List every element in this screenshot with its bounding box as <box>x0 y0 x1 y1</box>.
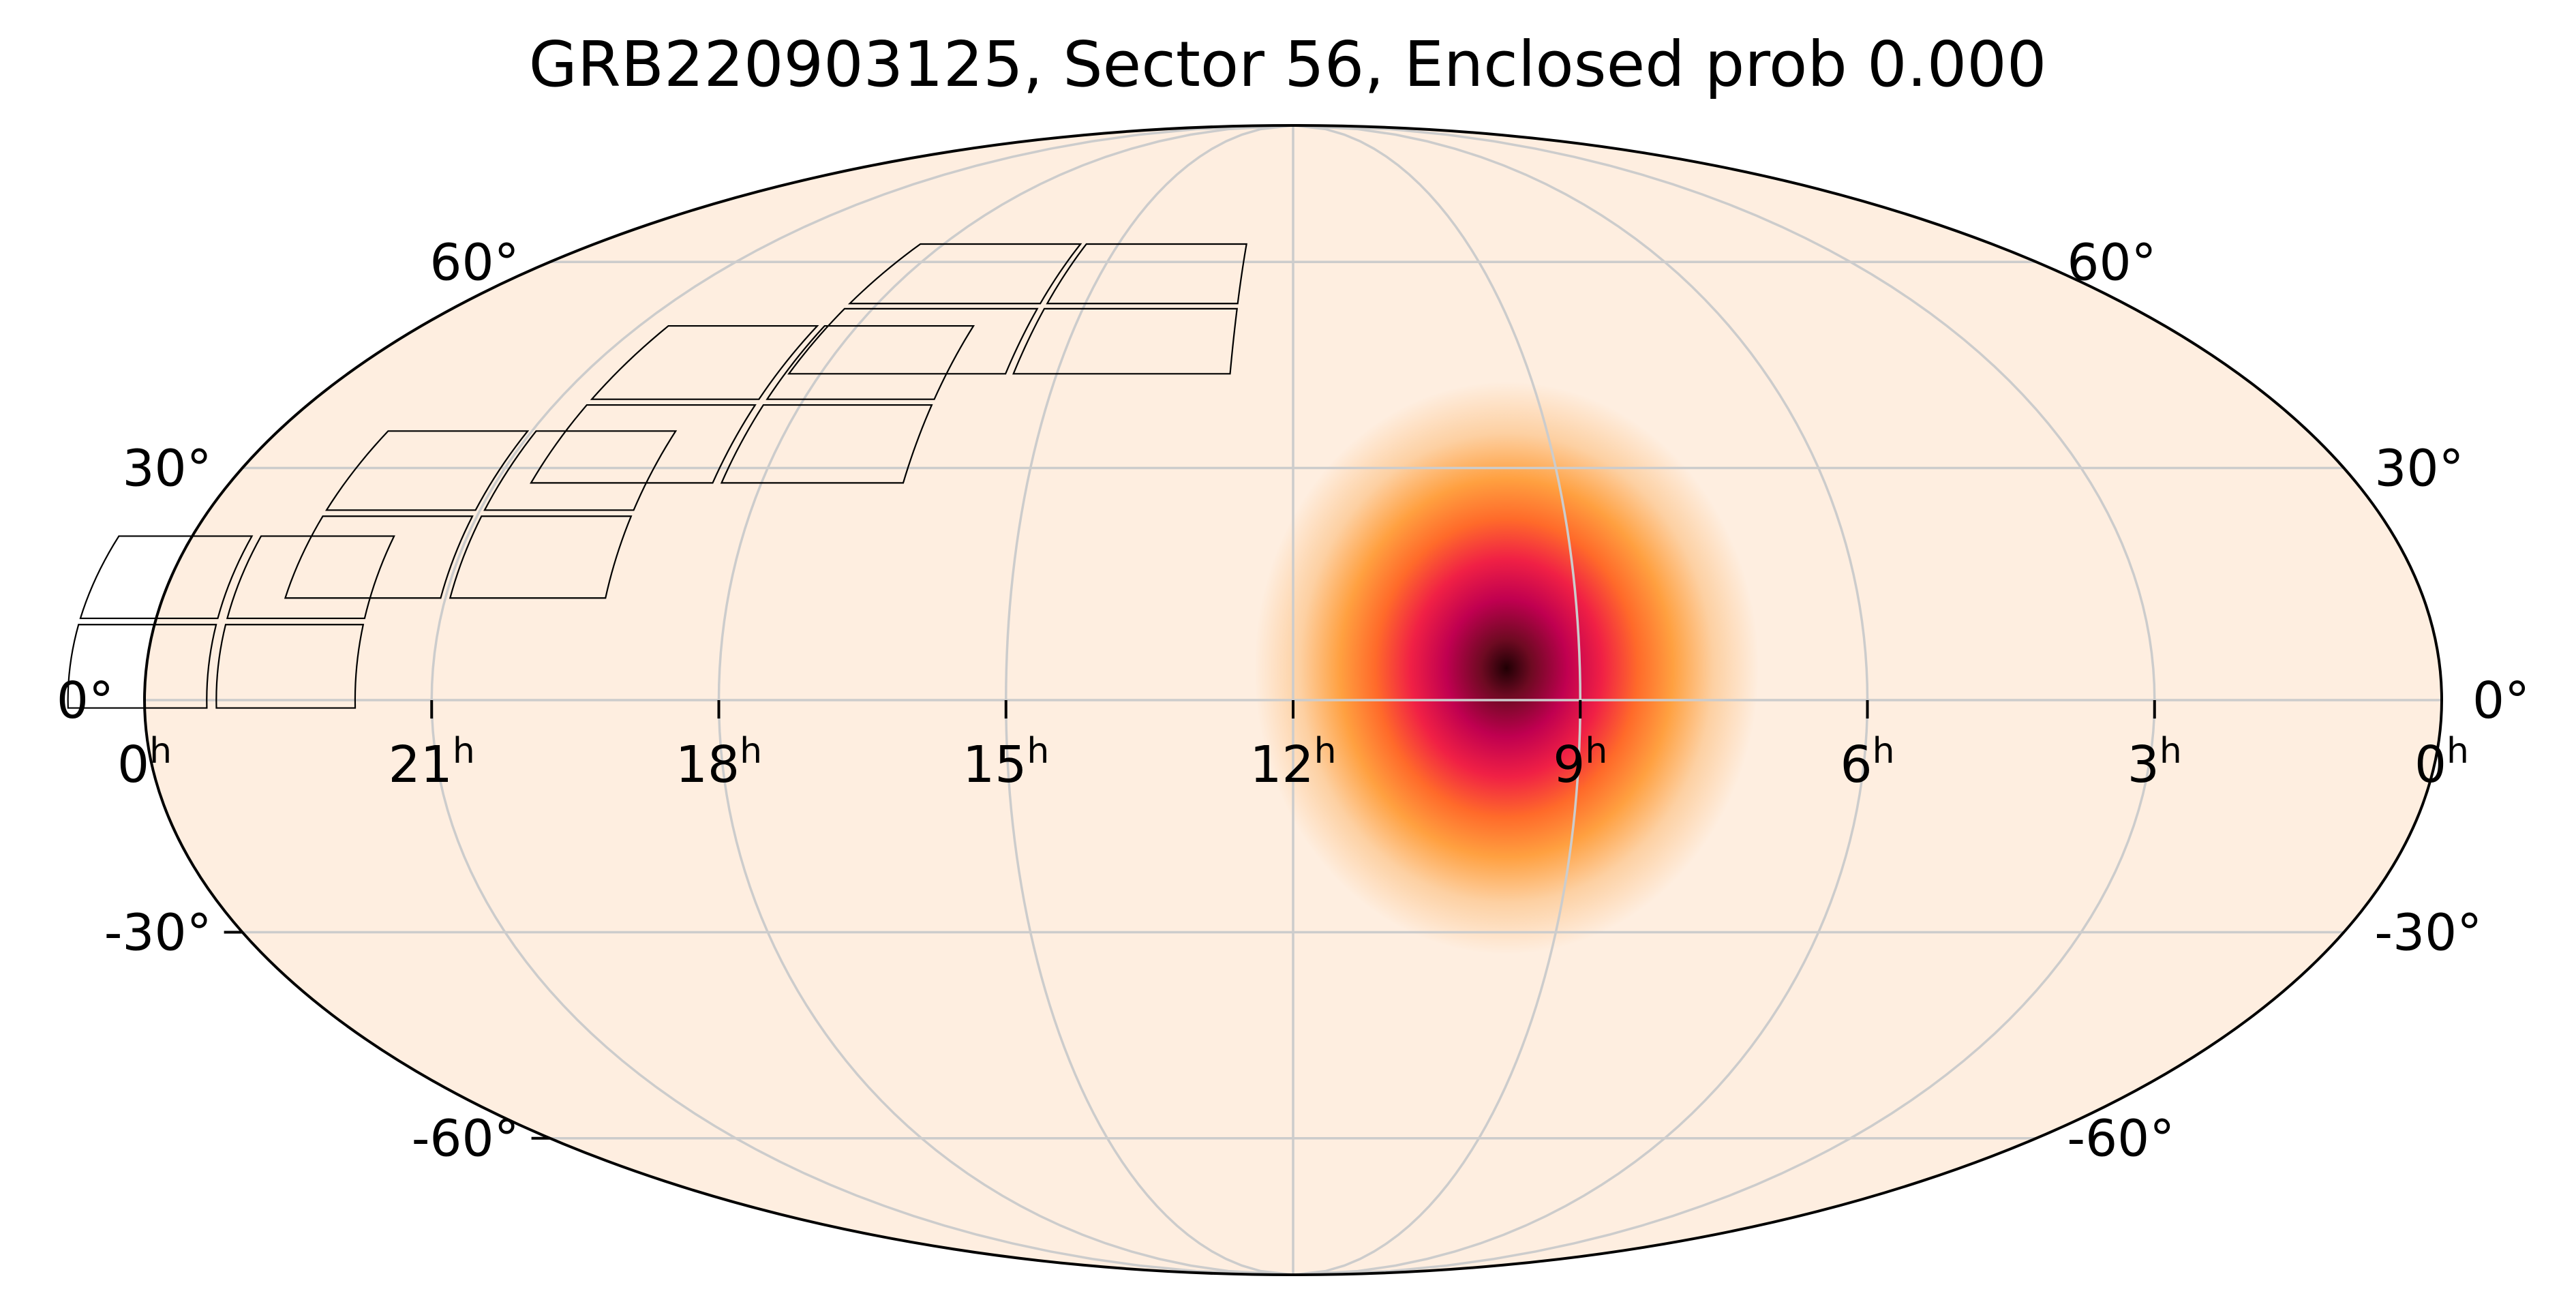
dec-label-right: 0° <box>2472 671 2530 730</box>
dec-label-left: 0° <box>57 671 114 730</box>
axis-ticks <box>224 700 2156 1140</box>
ra-label: 12h <box>1249 731 1336 794</box>
ccd-outline <box>79 535 254 620</box>
axis-labels: 0h 21h 18h 15h 12h 9h 6h 3h 0h 60° 30° 0° -30° -60° 60… <box>57 233 2530 1168</box>
dec-label-right: -30° <box>2374 904 2482 963</box>
ccd-outline <box>766 324 975 400</box>
ccd-outline <box>787 307 1039 375</box>
dec-label-right: 30° <box>2374 439 2464 498</box>
sky-outline <box>143 124 2443 1276</box>
ccd-outline <box>590 324 819 400</box>
camera-footprint <box>787 243 1247 375</box>
camera-footprint <box>67 535 395 709</box>
ra-label: 9h <box>1553 731 1607 794</box>
ra-label: 18h <box>676 731 762 794</box>
ccd-outline <box>530 404 757 484</box>
ra-label: 21h <box>389 731 475 794</box>
dec-label-right: -60° <box>2067 1110 2175 1168</box>
map-title: GRB220903125, Sector 56, Enclosed prob 0… <box>529 28 2047 101</box>
ccd-outline <box>325 430 530 511</box>
ra-label: 6h <box>1840 731 1894 794</box>
ra-label: 15h <box>963 731 1049 794</box>
ccd-outline <box>1046 243 1247 305</box>
camera-footprint <box>284 430 678 599</box>
ccd-outline <box>67 624 217 709</box>
ccd-outline <box>1012 307 1238 375</box>
ra-label: 3h <box>2127 731 2182 794</box>
dec-label-right: 60° <box>2067 233 2156 292</box>
ccd-outline <box>847 243 1082 305</box>
ra-label: 0h <box>117 731 172 794</box>
ccd-outline <box>483 430 678 511</box>
ccd-outline <box>215 624 365 709</box>
ccd-outline <box>226 535 395 620</box>
ra-label: 0h <box>2414 731 2469 794</box>
ccd-outline <box>449 515 633 599</box>
dec-label-left: -30° <box>104 904 212 963</box>
dec-label-left: 60° <box>429 233 519 292</box>
ccd-outline <box>720 404 933 484</box>
dec-label-left: -60° <box>412 1110 519 1168</box>
dec-label-left: 30° <box>122 439 211 498</box>
camera-footprint <box>530 324 975 484</box>
ccd-outline <box>284 515 474 599</box>
probability-blob <box>1254 382 1759 954</box>
tess-footprint <box>67 243 1247 709</box>
